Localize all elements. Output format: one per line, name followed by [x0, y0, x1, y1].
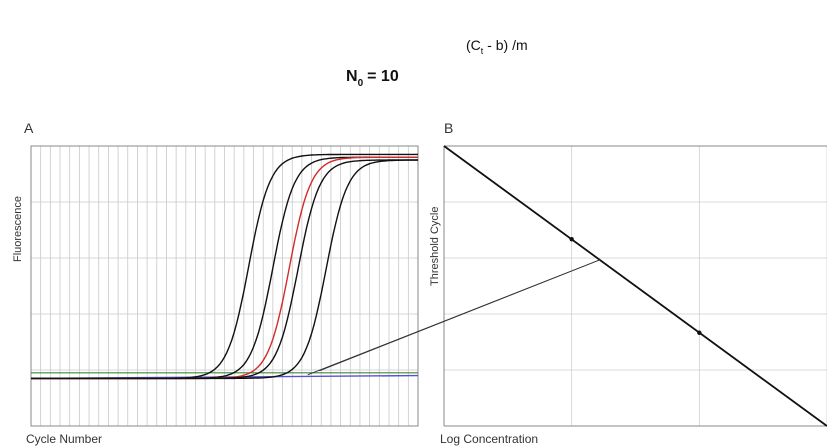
panel-b-fit	[443, 145, 827, 427]
connector-lines	[307, 259, 600, 376]
panel-a: A Cycle Number Fluorescence	[12, 120, 419, 446]
formula-exponent-rest: - b) /m	[483, 37, 527, 53]
panel-b-label: B	[444, 120, 453, 136]
panel-a-label: A	[24, 120, 34, 136]
svg-text:N0= 10: N0 = 10	[346, 68, 399, 89]
formula-base: N	[346, 68, 358, 85]
panel-a-grid	[30, 145, 419, 427]
formula-exponent-subscript: t	[481, 46, 484, 56]
formula-equals: = 10	[367, 68, 399, 85]
formula: N0 = 10 (Ct - b) /m	[346, 37, 528, 89]
formula-base-subscript: 0	[358, 78, 364, 89]
panel-b-point-2	[697, 330, 702, 335]
panel-b-xlabel: Log Concentration	[440, 432, 538, 446]
panel-a-frame	[30, 145, 419, 427]
panel-b-point-1	[569, 237, 574, 242]
panel-a-xlabel: Cycle Number	[26, 432, 102, 446]
panel-a-curve-5	[31, 159, 419, 380]
panel-b-grid	[444, 146, 827, 426]
panel-a-curves	[30, 153, 419, 380]
panel-a-ylabel: Fluorescence	[12, 196, 24, 262]
connector-line-lower	[319, 259, 600, 372]
panel-b: B Log Concentration Threshold Cycle	[429, 120, 827, 446]
panel-b-fit-line	[443, 145, 827, 427]
formula-exponent-open: (C	[466, 37, 481, 53]
panel-b-points	[569, 237, 702, 335]
panel-b-ylabel: Threshold Cycle	[429, 207, 441, 286]
svg-text:(Ct - b) /m: (Ct - b) /m	[466, 37, 528, 56]
